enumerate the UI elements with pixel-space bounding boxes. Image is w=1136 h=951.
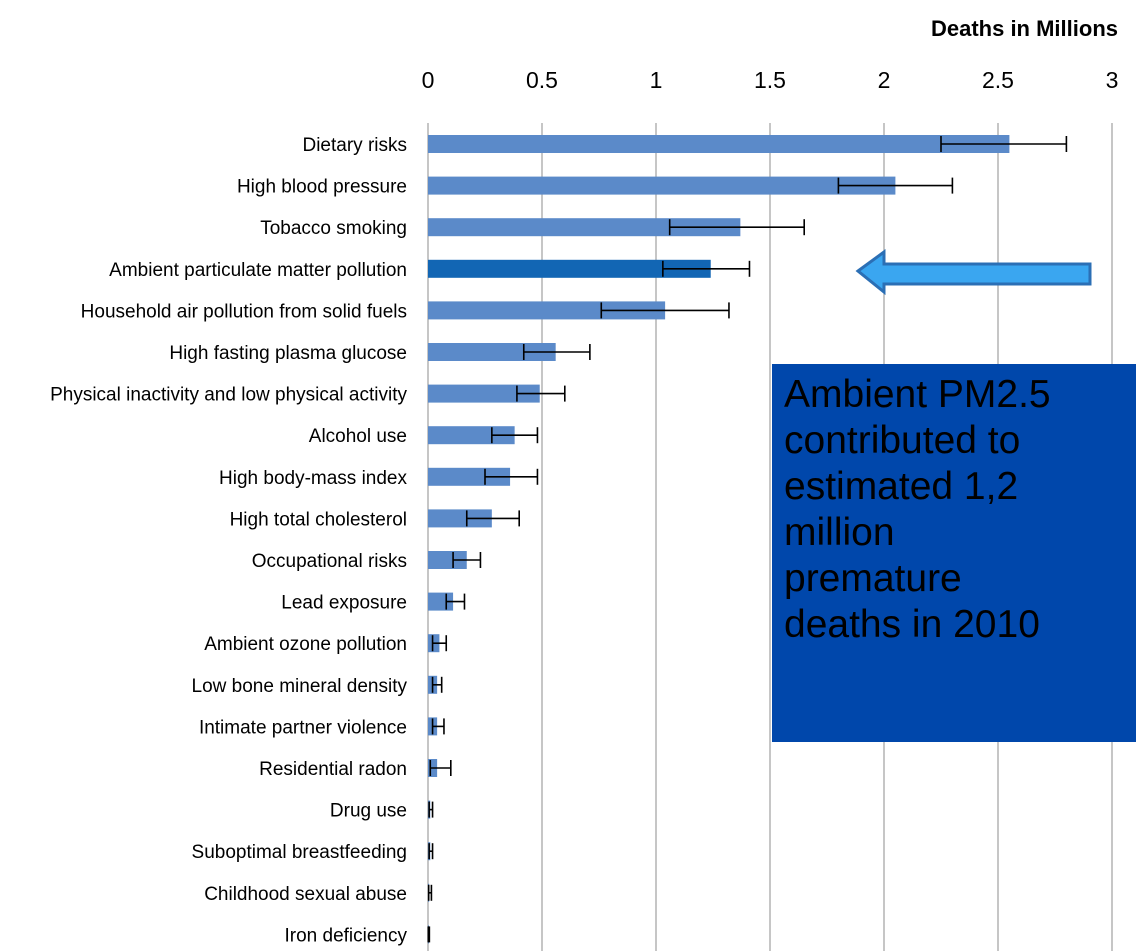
category-label: Childhood sexual abuse — [204, 884, 407, 905]
category-label: High body-mass index — [219, 468, 407, 489]
x-tick-label: 1.5 — [754, 67, 786, 93]
category-label: Residential radon — [259, 759, 407, 780]
x-tick-label: 3 — [1106, 67, 1119, 93]
category-label: Drug use — [330, 801, 407, 822]
category-label: Suboptimal breastfeeding — [192, 842, 407, 863]
category-label: Iron deficiency — [284, 925, 407, 946]
category-label: Alcohol use — [309, 426, 407, 447]
error-bar — [429, 802, 432, 818]
callout-text: Ambient PM2.5 contributed to estimated 1… — [784, 372, 1136, 648]
category-label: Physical inactivity and low physical act… — [50, 385, 407, 406]
category-label: High blood pressure — [237, 177, 407, 198]
bar — [428, 177, 895, 195]
error-bar — [428, 926, 429, 942]
left-arrow-icon — [858, 252, 1090, 292]
category-labels: Dietary risks High blood pressure Tobacco … — [50, 135, 407, 946]
category-label: Household air pollution from solid fuels — [81, 301, 407, 322]
bar — [428, 135, 1009, 153]
category-label: Dietary risks — [302, 135, 407, 156]
x-tick-label: 0.5 — [526, 67, 558, 93]
x-tick-label: 1 — [650, 67, 663, 93]
callout-box: Ambient PM2.5 contributed to estimated 1… — [772, 364, 1136, 742]
category-label: Occupational risks — [252, 551, 407, 572]
category-label: High fasting plasma glucose — [169, 343, 407, 364]
category-label: Lead exposure — [281, 593, 407, 614]
category-label: High total cholesterol — [230, 509, 407, 530]
x-tick-label: 2 — [878, 67, 891, 93]
category-label: Intimate partner violence — [199, 717, 407, 738]
x-axis-ticks: 0 0.5 1 1.5 2 2.5 3 — [422, 67, 1119, 93]
x-axis-title: Deaths in Millions — [931, 16, 1118, 41]
error-bar — [429, 843, 432, 859]
category-label: Ambient particulate matter pollution — [109, 260, 407, 281]
category-label: Tobacco smoking — [260, 218, 407, 239]
error-bar — [429, 885, 432, 901]
x-tick-label: 2.5 — [982, 67, 1014, 93]
category-label: Ambient ozone pollution — [204, 634, 407, 655]
x-tick-label: 0 — [422, 67, 435, 93]
category-label: Low bone mineral density — [192, 676, 408, 697]
